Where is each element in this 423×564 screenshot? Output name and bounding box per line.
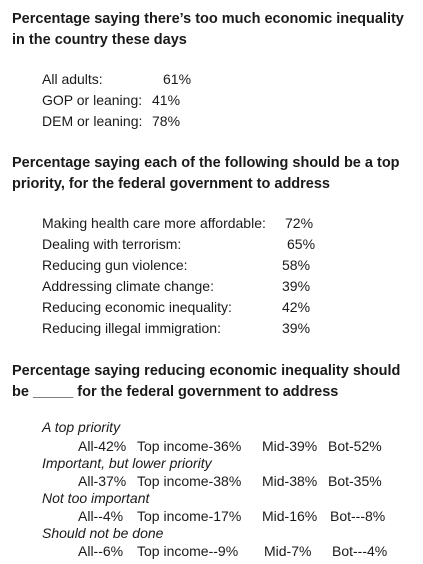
row-value: 61%	[163, 71, 192, 87]
value-all: All--6%	[78, 543, 124, 559]
value-bot: Bot-35%	[328, 473, 382, 489]
option-label: A top priority	[42, 419, 121, 435]
row-label: Dealing with terrorism:	[42, 236, 182, 252]
row-label: Reducing gun violence:	[42, 257, 188, 273]
value-top-income: Top income-17%	[137, 508, 242, 524]
row-value: 58%	[282, 257, 311, 273]
row-value: 65%	[287, 236, 316, 252]
value-mid: Mid-39%	[262, 438, 318, 454]
value-mid: Mid-16%	[262, 508, 318, 524]
value-top-income: Top income-36%	[137, 438, 242, 454]
value-top-income: Top income--9%	[137, 543, 239, 559]
option-label: Important, but lower priority	[42, 455, 212, 471]
section2-heading: Percentage saying each of the following …	[12, 155, 400, 192]
row-label: GOP or leaning:	[42, 92, 143, 108]
row-value: 78%	[152, 113, 181, 129]
row-label: Addressing climate change:	[42, 278, 214, 294]
row-value: 39%	[282, 320, 311, 336]
value-all: All-37%	[78, 473, 127, 489]
value-bot: Bot---8%	[330, 508, 386, 524]
option-label: Not too important	[42, 490, 150, 506]
value-mid: Mid-38%	[262, 473, 318, 489]
section1-heading: Percentage saying there’s too much econo…	[12, 11, 404, 48]
value-bot: Bot---4%	[332, 543, 388, 559]
row-value: 42%	[282, 299, 311, 315]
value-all: All-42%	[78, 438, 127, 454]
value-bot: Bot-52%	[328, 438, 382, 454]
row-label: DEM or leaning:	[42, 113, 143, 129]
section3-heading: Percentage saying reducing economic ineq…	[12, 363, 401, 400]
row-value: 39%	[282, 278, 311, 294]
row-label: Making health care more affordable:	[42, 215, 266, 231]
row-value: 72%	[285, 215, 314, 231]
row-label: Reducing illegal immigration:	[42, 320, 221, 336]
option-label: Should not be done	[42, 525, 164, 541]
value-mid: Mid-7%	[264, 543, 312, 559]
row-label: Reducing economic inequality:	[42, 299, 232, 315]
row-value: 41%	[152, 92, 181, 108]
value-all: All--4%	[78, 508, 124, 524]
value-top-income: Top income-38%	[137, 473, 242, 489]
row-label: All adults:	[42, 71, 103, 87]
